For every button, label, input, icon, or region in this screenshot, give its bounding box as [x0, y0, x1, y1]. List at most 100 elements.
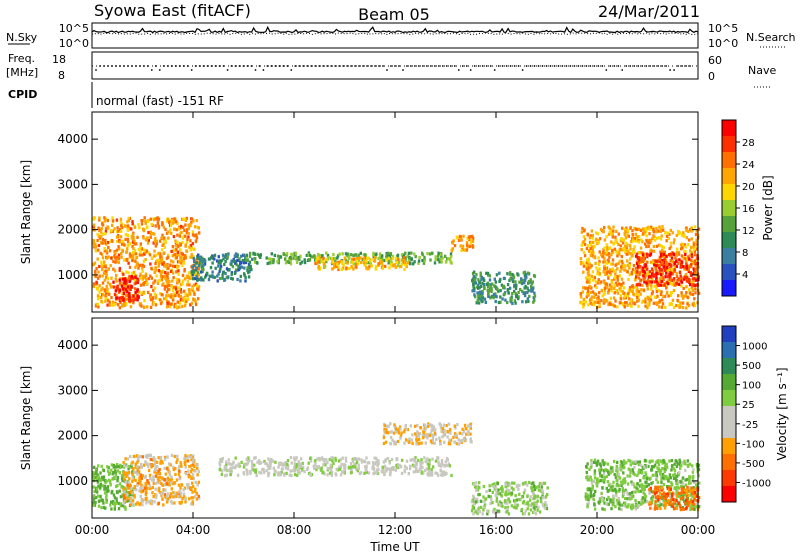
echo-cell [133, 239, 136, 243]
echo-cell [691, 470, 695, 474]
echo-cell [137, 290, 141, 294]
echo-cell [218, 269, 221, 273]
echo-cell [668, 253, 671, 257]
echo-cell [593, 244, 596, 248]
echo-cell [104, 506, 107, 510]
echo-cell [508, 500, 512, 504]
echo-cell [180, 483, 184, 487]
echo-cell [99, 478, 102, 482]
echo-cell [627, 458, 630, 462]
echo-cell [397, 431, 401, 435]
echo-cell [126, 474, 130, 478]
echo-cell [116, 476, 120, 480]
echo-cell [546, 486, 549, 490]
echo-cell [616, 251, 619, 255]
echo-cell [658, 501, 662, 505]
echo-cell [684, 294, 687, 298]
echo-cell [413, 252, 416, 256]
echo-cell [105, 284, 108, 289]
echo-cell [185, 216, 188, 220]
echo-cell [134, 465, 137, 469]
echo-cell [116, 226, 119, 230]
echo-cell [100, 506, 103, 510]
echo-cell [119, 296, 123, 300]
echo-cell [383, 471, 386, 475]
echo-cell [616, 278, 619, 282]
echo-cell [606, 247, 609, 251]
echo-cell [167, 266, 170, 270]
echo-cell [308, 258, 312, 262]
echo-cell [122, 242, 125, 246]
echo-cell [630, 459, 633, 463]
echo-cell [341, 252, 344, 256]
echo-cell [142, 236, 145, 240]
echo-cell [498, 271, 501, 275]
echo-cell [194, 302, 198, 307]
echo-cell [612, 494, 615, 498]
echo-cell [588, 284, 592, 289]
echo-cell [645, 473, 648, 477]
echo-cell [610, 286, 613, 290]
echo-cell [247, 275, 251, 279]
colorbar-tick-label: 16 [742, 204, 755, 215]
echo-cell [663, 250, 666, 254]
echo-cell [610, 285, 613, 289]
power-x-ticks [91, 112, 699, 312]
echo-cell [226, 255, 229, 259]
echo-cell [107, 472, 111, 476]
echo-cell [168, 302, 171, 306]
echo-cell [248, 260, 252, 264]
echo-cell [356, 262, 360, 266]
echo-cell [439, 464, 443, 468]
echo-cell [102, 263, 106, 267]
echo-cell [657, 301, 661, 305]
echo-cell [197, 267, 200, 271]
echo-cell [580, 243, 583, 247]
echo-cell [648, 253, 652, 257]
echo-cell [685, 291, 688, 295]
echo-cell [589, 250, 592, 254]
echo-cell [498, 503, 502, 507]
echo-cell [363, 253, 367, 257]
echo-cell [410, 258, 413, 262]
echo-cell [166, 217, 170, 221]
echo-cell [128, 255, 132, 259]
echo-cell [437, 463, 441, 467]
freq-dot [394, 65, 396, 67]
echo-cell [433, 261, 437, 265]
echo-cell [265, 462, 268, 466]
echo-cell [645, 484, 649, 488]
echo-cell [350, 265, 353, 269]
echo-cell [170, 477, 174, 481]
echo-cell [492, 292, 496, 297]
echo-cell [147, 230, 150, 235]
echo-cell [182, 495, 186, 499]
echo-cell [174, 219, 178, 224]
echo-cell [379, 260, 382, 264]
echo-cell [434, 257, 437, 261]
echo-cell [154, 262, 157, 266]
echo-cell [587, 303, 590, 307]
echo-cell [159, 272, 163, 276]
echo-cell [121, 248, 124, 252]
echo-cell [686, 302, 689, 306]
echo-cell [219, 262, 222, 266]
colorbar-swatch [722, 136, 736, 153]
echo-cell [669, 485, 673, 489]
echo-cell [246, 469, 249, 473]
echo-cell [106, 287, 109, 292]
echo-cell [197, 273, 200, 277]
echo-cell [659, 237, 663, 241]
echo-cell [352, 257, 355, 261]
echo-cell [118, 247, 121, 251]
echo-cell [638, 250, 642, 255]
echo-cell [168, 473, 172, 477]
echo-cell [494, 294, 497, 298]
echo-cell [276, 260, 279, 264]
echo-cell [636, 264, 640, 269]
echo-cell [234, 254, 237, 258]
echo-cell [646, 255, 649, 259]
echo-cell [159, 461, 162, 465]
echo-cell [660, 272, 663, 276]
echo-cell [187, 483, 190, 487]
